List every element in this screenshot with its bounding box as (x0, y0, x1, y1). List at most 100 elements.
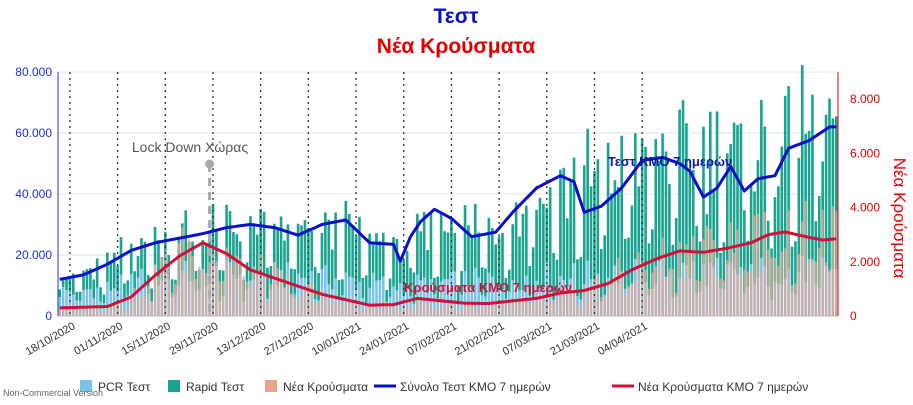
cases-bar (777, 265, 780, 316)
rapid-bar (736, 125, 739, 275)
rapid-bar (123, 283, 126, 298)
rapid-bar (610, 193, 613, 285)
rapid-bar (344, 200, 348, 273)
cases-bar (729, 222, 732, 316)
rapid-bar (416, 213, 419, 275)
rapid-bar (579, 256, 583, 300)
rapid-bar (129, 243, 133, 275)
cases-bar (443, 307, 446, 316)
rapid-bar (92, 279, 96, 299)
rapid-bar (501, 232, 504, 290)
rapid-bar (426, 250, 429, 294)
rapid-bar (388, 278, 392, 297)
cases-bar (576, 303, 579, 316)
pcr-bar (484, 296, 487, 316)
rapid-bar (102, 294, 106, 304)
x-tick-label: 24/01/2021 (358, 320, 412, 358)
cases-bar (831, 206, 834, 316)
cases-bar (150, 302, 153, 316)
rapid-bar (249, 216, 252, 281)
pcr-bar (99, 301, 102, 316)
rapid-bar (65, 277, 68, 291)
rapid-bar (623, 238, 627, 289)
rapid-bar (794, 241, 797, 295)
rapid-bar (467, 225, 470, 286)
x-tick-label: 15/11/2020 (120, 320, 173, 358)
cases-bar (181, 227, 184, 316)
cases-bar (208, 262, 211, 316)
rapid-bar (535, 209, 538, 281)
cases-bar (474, 300, 477, 316)
pcr-bar (433, 294, 436, 316)
cases-bar (327, 296, 330, 316)
cases-bar (358, 303, 361, 316)
x-tick-label: 07/03/2021 (501, 320, 555, 358)
cases-bar (695, 280, 698, 316)
rapid-bar (136, 256, 140, 278)
lockdown-marker (205, 159, 215, 169)
rapid-bar (562, 167, 566, 280)
cases-bar (453, 299, 456, 316)
cases-bar (736, 229, 739, 316)
rapid-bar (385, 289, 388, 302)
pcr-bar (375, 280, 378, 316)
cases-bar (658, 266, 661, 316)
pcr-bar (344, 272, 348, 316)
cases-bar (382, 299, 385, 316)
rapid-bar (634, 133, 637, 259)
cases-bar (685, 244, 688, 316)
pcr-bar (508, 291, 511, 316)
rapid-bar (589, 186, 593, 280)
cases-bar (143, 295, 146, 316)
rapid-bar (654, 139, 658, 285)
rapid-bar (286, 224, 290, 263)
rapid-bar (399, 258, 402, 284)
cases-bar (252, 266, 255, 316)
x-tick-label: 10/01/2021 (310, 320, 364, 358)
rapid-bar (272, 223, 276, 263)
pcr-bar (119, 274, 123, 316)
rapid-bar (266, 267, 269, 299)
cases-bar (644, 269, 647, 316)
cases-bar (160, 258, 163, 316)
rapid-bar (637, 186, 641, 266)
cases-bar (661, 237, 664, 316)
rapid-bar (698, 241, 702, 292)
rapid-bar (433, 277, 436, 295)
cases-bar (791, 285, 793, 316)
cases-bar (331, 304, 334, 316)
cases-bar (481, 305, 483, 316)
cases-bar (72, 306, 75, 316)
tests-ma-line (59, 125, 837, 281)
rapid-bar (834, 116, 838, 270)
rapid-bar (715, 111, 719, 258)
pcr-bar (324, 265, 327, 316)
cases-bar (62, 308, 65, 316)
pcr-bar (429, 279, 433, 316)
pcr-bar (61, 287, 65, 316)
cases-bar (314, 303, 317, 316)
legend-label: Νέα Κρούσματα ΚΜΟ 7 ημερών (638, 380, 808, 394)
pcr-bar (296, 273, 300, 316)
cases-bar (280, 271, 283, 316)
cases-bar (780, 251, 783, 316)
cases-bar (539, 294, 541, 316)
rapid-bar (582, 165, 586, 285)
pcr-bar (460, 294, 463, 316)
rapid-bar (327, 219, 331, 285)
x-tick-label: 07/02/2021 (405, 320, 459, 358)
cases-bar (355, 302, 357, 316)
cases-bar (58, 309, 61, 316)
rapid-bar (364, 275, 368, 303)
cases-bar (205, 273, 208, 316)
cases-bar (760, 272, 763, 316)
cases-bar (688, 253, 691, 316)
cases-bar (716, 276, 718, 316)
rapid-bar (565, 218, 569, 287)
rapid-bar (354, 235, 358, 290)
cases-bar (770, 257, 773, 316)
cases-bar (413, 309, 415, 316)
legend-swatch (80, 380, 92, 392)
cases-bar (395, 303, 398, 316)
cases-bar (637, 252, 640, 316)
